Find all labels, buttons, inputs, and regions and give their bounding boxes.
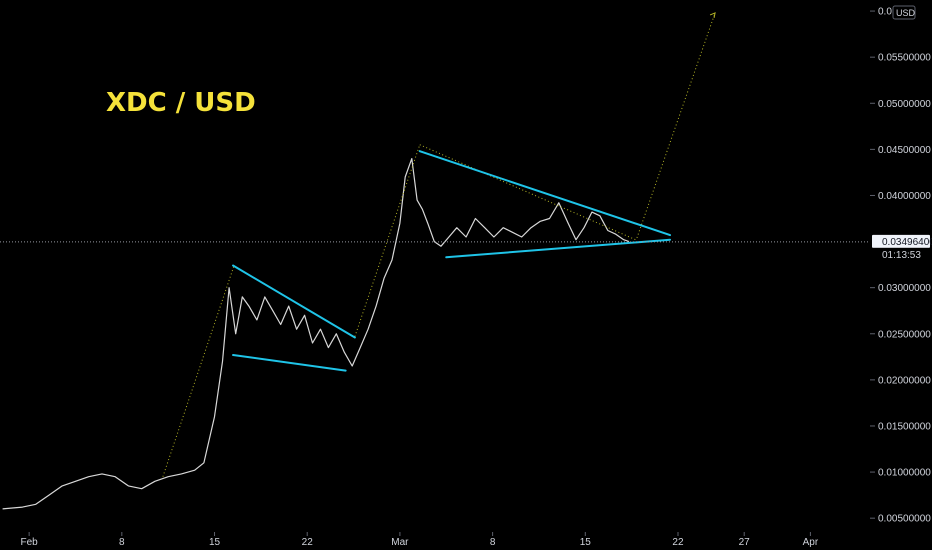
price-axis-background [870,0,932,532]
projection-arrowhead [709,12,716,19]
y-tick-label: 0.02000000 [878,375,931,386]
countdown-box [872,247,930,261]
y-tick-label: 0.04500000 [878,145,931,156]
currency-badge[interactable]: USD [892,5,916,20]
price-series-line [2,158,630,510]
x-tick-label: 15 [209,537,221,548]
dotted-projection-line[interactable] [162,264,235,477]
x-tick-label: 27 [739,537,751,548]
current-price-label: 0.03496400 [882,237,932,248]
y-tick-label: 0.05000000 [878,99,931,110]
x-tick-label: Feb [21,537,39,548]
x-tick-label: 8 [490,537,496,548]
currency-badge-label: USD [896,8,916,18]
current-price-box [872,234,930,248]
x-tick-label: Apr [803,537,819,548]
y-tick-label: 0.01000000 [878,468,931,479]
x-tick-label: 22 [672,537,684,548]
x-tick-label: 15 [580,537,592,548]
y-tick-label: 0.00500000 [878,514,931,525]
dotted-projection-line[interactable] [419,144,636,241]
current-price-marker: 0.03496400 01:13:53 [872,234,932,261]
pattern-trendline[interactable] [232,264,356,339]
dotted-projection-line[interactable] [636,12,716,239]
y-tick-label: 0.05500000 [878,53,931,64]
trend-drawings[interactable] [162,12,716,477]
y-tick-label: 0.02500000 [878,329,931,340]
x-tick-label: 8 [119,537,125,548]
chart-title: XDC / USD [106,88,256,118]
x-tick-label: 22 [302,537,314,548]
pattern-trendline[interactable] [418,150,672,237]
price-series [2,158,630,510]
currency-badge-box [892,5,916,20]
y-tick-label: 0.0 [878,7,892,18]
countdown-label: 01:13:53 [882,250,921,261]
pattern-trendline[interactable] [445,238,672,259]
y-tick-label: 0.03000000 [878,283,931,294]
x-tick-label: Mar [391,537,409,548]
time-axis[interactable]: Feb 8 15 22 Mar 8 15 22 27 Apr [21,532,819,548]
price-axis[interactable]: 0.0 0.05500000 0.05000000 0.04500000 0.04000… [870,7,931,525]
y-tick-label: 0.01500000 [878,421,931,432]
dotted-projection-line[interactable] [354,144,421,337]
time-axis-background [0,532,932,550]
y-tick-label: 0.04000000 [878,191,931,202]
pattern-trendline[interactable] [232,353,347,372]
